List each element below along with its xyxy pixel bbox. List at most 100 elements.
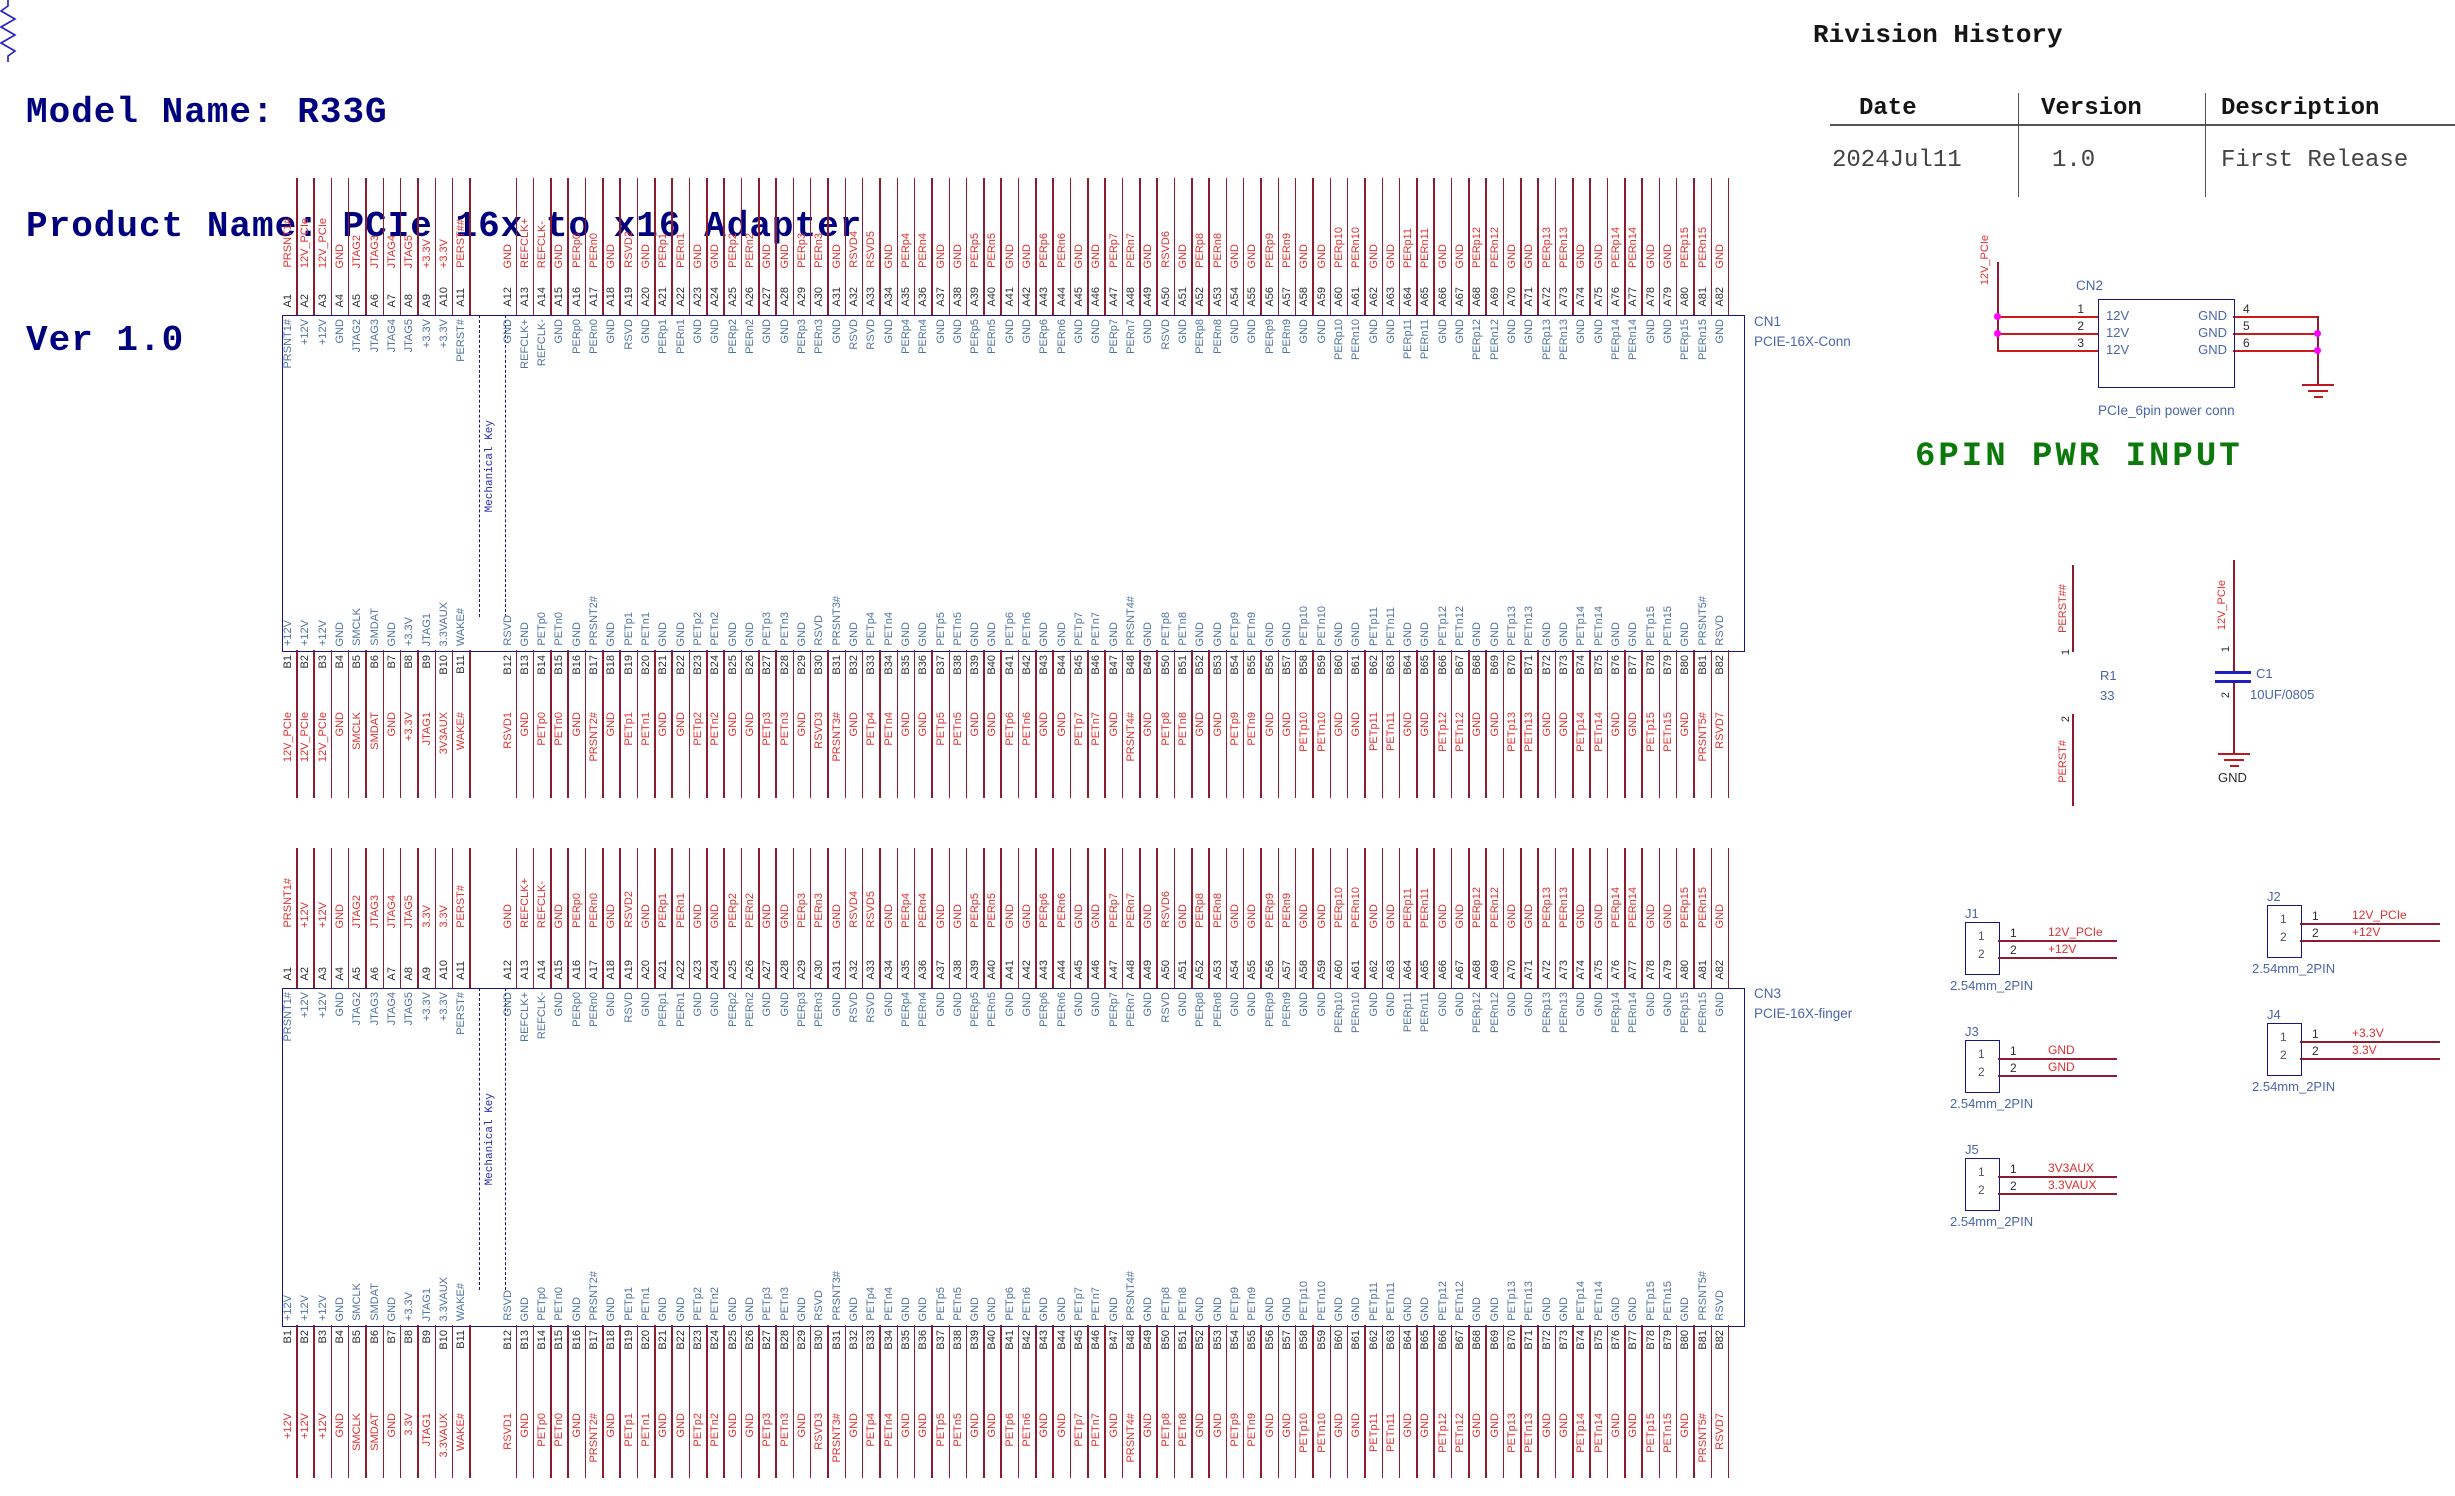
cn3-pin-A28-wire — [792, 848, 795, 988]
cn1-pin-B17-wire — [602, 650, 604, 798]
cn1-pin-A63-number: A63 — [1384, 287, 1397, 307]
cn1-pin-B24-net-label: PETn2 — [709, 712, 722, 746]
cn3-pin-A71-name: GND — [1523, 992, 1536, 1017]
cn3-pin-B19-name: PETp1 — [622, 1287, 635, 1321]
cn3-pin-B20-net-label: PETn1 — [640, 1413, 653, 1447]
cn3-pin-A47-name: PERp7 — [1107, 992, 1120, 1027]
cn1-pin-A78-wire — [1658, 178, 1661, 315]
cn3-pin-A54-wire — [1242, 848, 1245, 988]
cn1-pin-B63-wire — [1398, 650, 1401, 798]
cn3-pin-B58-name: PETp10 — [1298, 1281, 1311, 1321]
cn3-pin-B12-net-label: RSVD1 — [501, 1413, 514, 1450]
cn1-pin-A59-number: A59 — [1315, 287, 1328, 307]
cn1-pin-A77-name: PERn14 — [1627, 319, 1640, 360]
cn1-pin-B67-wire — [1468, 650, 1470, 798]
cn3-pin-B76-net-label: GND — [1610, 1413, 1622, 1438]
cn3-pin-B69-name: GND — [1488, 1296, 1501, 1321]
cn3-pin-B29-name: GND — [795, 1296, 808, 1321]
cn3-pin-A1-number: A1 — [282, 966, 294, 980]
cn1-pin-A10-net-label: +3.3V — [437, 238, 450, 268]
cn1-pin-B67-name: PETn12 — [1454, 606, 1467, 646]
cn1-pin-B45-net-label: PETp7 — [1073, 712, 1086, 746]
cn1-pin-B14-net-label: PETp0 — [536, 712, 549, 746]
cn1-pin-A50-net-label: RSVD6 — [1159, 231, 1172, 268]
cn3-pin-A35-wire — [913, 848, 916, 988]
cn1-pin-A47-net-label: PERp7 — [1107, 233, 1120, 268]
cn1-pin-A66-net-label: GND — [1436, 243, 1449, 268]
cn3-pin-A59-name: GND — [1315, 992, 1328, 1017]
cn1-pin-B66-name: PETp12 — [1436, 606, 1449, 646]
cn1-pin-B54-net-label: PETp9 — [1228, 712, 1241, 746]
cn3-pin-A67-number: A67 — [1454, 960, 1467, 980]
cn1-pin-A73-wire — [1572, 178, 1574, 315]
cn1-pin-A54-name: GND — [1228, 319, 1241, 344]
cn3-pin-B59-number: B59 — [1315, 1330, 1328, 1350]
cn1-pin-B47-net-label: GND — [1107, 712, 1120, 737]
cn1-pin-B20-number: B20 — [640, 655, 653, 675]
cn3-pin-B64-name: GND — [1402, 1296, 1415, 1321]
cn3-pin-B80-wire — [1693, 1325, 1695, 1478]
cn3-pin-B38-number: B38 — [951, 1330, 964, 1350]
cn3-pin-A15-net-label: GND — [553, 903, 566, 928]
cn3-pin-A80-number: A80 — [1679, 960, 1692, 980]
cn3-pin-A13-wire — [532, 848, 535, 988]
cn1-pin-A17-wire — [602, 178, 604, 315]
j1-pin-2-wire — [1998, 957, 2117, 959]
cn3-pin-A72-number: A72 — [1540, 960, 1553, 980]
cn1-pin-B7-name: GND — [385, 621, 398, 646]
cn3-pin-B25-wire — [740, 1325, 743, 1478]
cn1-pin-A39-wire — [983, 178, 985, 315]
cn3-pin-A62-name: GND — [1367, 992, 1380, 1017]
cn1-pin-A59-net-label: GND — [1315, 243, 1328, 268]
cn3-pin-B14-number: B14 — [536, 1330, 549, 1350]
c1-plate-top — [2215, 671, 2251, 674]
cn3-pin-A41-net-label: GND — [1003, 903, 1016, 928]
cn3-pin-B71-wire — [1537, 1325, 1539, 1478]
cn3-pin-A40-number: A40 — [986, 960, 999, 980]
cn3-pin-A74-number: A74 — [1575, 960, 1588, 980]
cn3-pin-A42-number: A42 — [1021, 960, 1034, 980]
cn1-pin-A47-number: A47 — [1107, 287, 1120, 307]
cn1-pin-B40-number: B40 — [986, 655, 999, 675]
cn1-pin-A67-name: GND — [1454, 319, 1467, 344]
cn1-pin-A72-wire — [1554, 178, 1557, 315]
cn3-pin-A30-number: A30 — [813, 960, 826, 980]
cn1-pin-B1-net-label: 12V_PCIe — [282, 712, 294, 763]
cn1-pin-A27-name: GND — [761, 319, 774, 344]
cn1-pin-A11-number: A11 — [455, 288, 468, 307]
cn3-pin-B65-wire — [1433, 1325, 1435, 1478]
cn3-pin-A35-net-label: PERp4 — [899, 893, 912, 928]
cn3-pin-A12-wire — [515, 848, 518, 988]
cn1-pin-A41-name: GND — [1003, 319, 1016, 344]
cn3-pin-B52-name: GND — [1194, 1296, 1207, 1321]
cn3-pin-A3-net-label: +12V — [316, 902, 329, 928]
cn3-pin-A31-number: A31 — [830, 960, 843, 980]
cn1-pin-A19-net-label: RSVD2 — [622, 231, 635, 268]
cn3-pin-B25-net-label: GND — [726, 1413, 739, 1438]
cn1-pin-A41-number: A41 — [1003, 287, 1016, 307]
cn1-pin-A2-number: A2 — [299, 293, 312, 307]
cn3-pin-B47-name: GND — [1107, 1296, 1120, 1321]
cn2-pin-5-number: 5 — [2243, 319, 2250, 333]
cn3-pin-B32-net-label: GND — [847, 1413, 860, 1438]
j4-pin-1-wire — [2300, 1041, 2440, 1043]
cn3-pin-A68-name: PERp12 — [1471, 992, 1484, 1033]
cn3-pin-B20-number: B20 — [640, 1330, 653, 1350]
cn1-pin-A20-net-label: GND — [640, 243, 653, 268]
cn1-pin-B70-net-label: PETp13 — [1506, 712, 1519, 752]
cn3-pin-B72-wire — [1554, 1325, 1557, 1478]
cn3-pin-B53-net-label: GND — [1211, 1413, 1224, 1438]
cn3-pin-B43-number: B43 — [1038, 1330, 1051, 1350]
j3-pin-1-net-label: GND — [2048, 1043, 2075, 1057]
cn1-pin-B22-name: GND — [674, 621, 687, 646]
cn1-pin-B40-wire — [1000, 650, 1002, 798]
cn3-pin-A37-net-label: GND — [934, 903, 947, 928]
cn1-pin-B43-name: GND — [1038, 621, 1051, 646]
cn1-pin-B45-wire — [1087, 650, 1089, 798]
cn1-pin-B35-name: GND — [899, 621, 912, 646]
cn3-pin-A68-number: A68 — [1471, 960, 1484, 980]
cn1-pin-B43-wire — [1052, 650, 1054, 798]
cn3-pin-A63-number: A63 — [1384, 960, 1397, 980]
cn3-pin-B47-wire — [1121, 1325, 1124, 1478]
